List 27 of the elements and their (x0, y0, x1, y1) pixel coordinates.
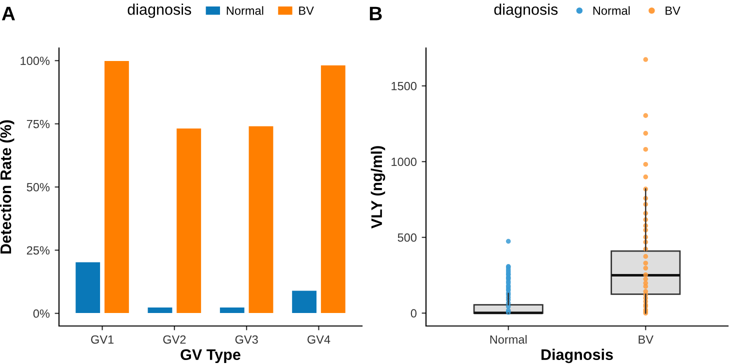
x-tick-label: BV (638, 335, 654, 344)
y-tick-label: 1500 (392, 82, 417, 90)
legend-label: Normal (593, 6, 630, 15)
y-axis-title: Detection Rate (%) (0, 120, 14, 254)
y-tick-label: 50% (26, 183, 50, 192)
x-tick-label: GV1 (91, 335, 114, 344)
y-tick-label: 75% (26, 120, 50, 128)
x-tick-label: GV2 (163, 335, 186, 344)
y-tick-label: 0 (410, 309, 417, 318)
legend-label: BV (299, 6, 314, 15)
chart-title: B (370, 6, 382, 20)
x-tick-label: GV3 (235, 335, 258, 344)
legend-title: diagnosis (494, 4, 558, 18)
x-axis-title: GV Type (180, 349, 240, 364)
y-tick-label: 1000 (392, 158, 417, 166)
y-tick-label: 0% (33, 309, 50, 318)
chart-title: A (2, 6, 15, 20)
y-tick-label: 100% (20, 56, 50, 66)
x-tick-label: Normal (490, 335, 527, 344)
x-axis-title: Diagnosis (542, 348, 613, 364)
legend-title: diagnosis (128, 4, 192, 18)
y-tick-label: 25% (26, 246, 50, 255)
legend-label: BV (666, 6, 680, 15)
y-axis-title: VLY (ng/ml) (370, 146, 386, 228)
y-tick-label: 500 (398, 233, 417, 242)
legend-label: Normal (226, 6, 264, 15)
x-tick-label: GV4 (307, 335, 330, 344)
